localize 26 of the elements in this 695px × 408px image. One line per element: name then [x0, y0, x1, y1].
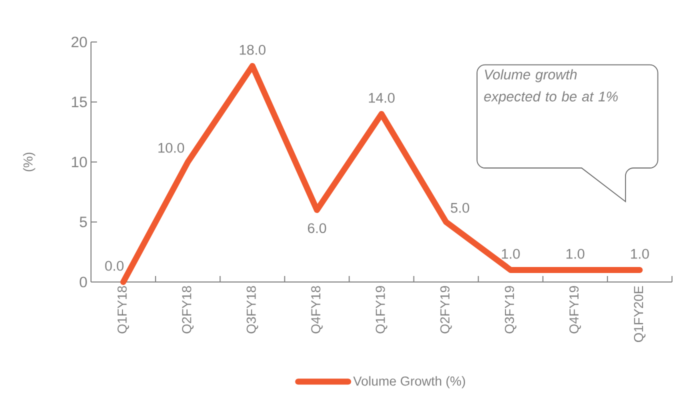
- y-tick-label: 5: [80, 216, 87, 228]
- x-tick-label: Q2FY19: [440, 286, 452, 334]
- data-label: 1.0: [566, 248, 584, 259]
- data-label: 10.0: [158, 142, 184, 153]
- data-label: 14.0: [368, 92, 395, 103]
- data-label: 18.0: [240, 44, 266, 55]
- y-tick-label: 20: [72, 36, 87, 48]
- x-tick-label: Q2FY18: [182, 286, 194, 334]
- data-label: 1.0: [502, 248, 520, 259]
- x-tick-label: Q3FY19: [504, 286, 516, 334]
- x-tick-label: Q3FY18: [246, 286, 258, 334]
- x-tick-label: Q4FY18: [311, 286, 323, 334]
- y-tick-label: 0: [80, 276, 87, 288]
- annotation: Volume growth expected to be at 1%: [484, 69, 618, 104]
- data-label: 0.0: [105, 260, 124, 271]
- x-tick-label: Q4FY19: [569, 286, 581, 334]
- y-axis-title: (%): [23, 152, 36, 172]
- x-tick-label: Q1FY18: [118, 286, 130, 334]
- legend-label: Volume Growth (%): [353, 376, 466, 388]
- data-label: 1.0: [631, 248, 649, 259]
- y-tick-label: 15: [72, 96, 87, 108]
- data-label: 5.0: [450, 202, 470, 213]
- x-tick-label: Q1FY20E: [634, 286, 646, 342]
- data-label: 6.0: [308, 223, 326, 234]
- x-tick-label: Q1FY19: [376, 286, 388, 334]
- y-tick-label: 10: [72, 156, 87, 168]
